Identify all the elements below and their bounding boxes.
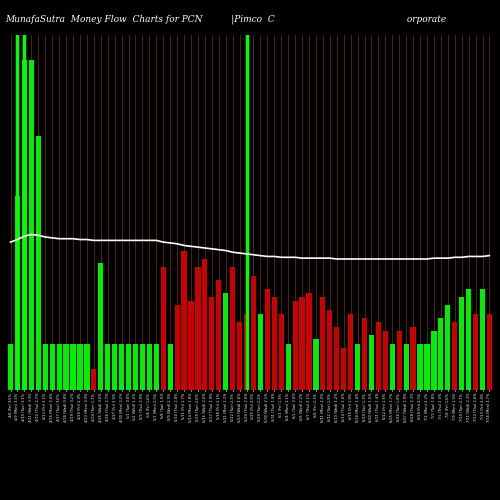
Bar xyxy=(438,318,444,390)
Bar xyxy=(292,301,298,390)
Bar xyxy=(237,322,242,390)
Bar xyxy=(36,136,41,390)
Bar xyxy=(78,344,82,390)
Bar xyxy=(258,314,263,390)
Bar xyxy=(22,60,27,390)
Bar xyxy=(264,288,270,390)
Bar xyxy=(154,344,159,390)
Bar xyxy=(15,196,20,390)
Bar xyxy=(341,348,346,390)
Bar xyxy=(182,250,186,390)
Bar xyxy=(272,297,277,390)
Bar xyxy=(202,259,207,390)
Text: MunafaSutra  Money Flow  Charts for PCN          |Pimco  C                      : MunafaSutra Money Flow Charts for PCN |P… xyxy=(5,15,446,24)
Bar xyxy=(410,326,416,390)
Bar xyxy=(133,344,138,390)
Bar xyxy=(119,344,124,390)
Bar xyxy=(251,276,256,390)
Bar xyxy=(64,344,68,390)
Bar xyxy=(230,268,235,390)
Bar xyxy=(8,344,13,390)
Bar xyxy=(286,344,291,390)
Bar xyxy=(306,293,312,390)
Bar xyxy=(70,344,76,390)
Bar xyxy=(466,288,471,390)
Bar xyxy=(348,314,353,390)
Bar xyxy=(147,344,152,390)
Bar xyxy=(452,322,458,390)
Bar xyxy=(334,326,340,390)
Bar xyxy=(327,310,332,390)
Bar xyxy=(112,344,117,390)
Bar xyxy=(404,344,409,390)
Bar xyxy=(278,314,284,390)
Bar xyxy=(126,344,131,390)
Bar xyxy=(188,301,194,390)
Bar xyxy=(168,344,173,390)
Bar xyxy=(396,331,402,390)
Bar xyxy=(216,280,222,390)
Bar xyxy=(376,322,381,390)
Bar xyxy=(140,344,145,390)
Bar xyxy=(487,314,492,390)
Bar xyxy=(56,344,62,390)
Bar xyxy=(160,268,166,390)
Bar xyxy=(362,318,367,390)
Bar xyxy=(382,331,388,390)
Bar xyxy=(29,60,34,390)
Bar xyxy=(84,344,89,390)
Bar xyxy=(50,344,55,390)
Bar xyxy=(91,369,96,390)
Bar xyxy=(355,344,360,390)
Bar xyxy=(473,314,478,390)
Bar xyxy=(174,306,180,390)
Bar xyxy=(244,314,249,390)
Bar xyxy=(424,344,430,390)
Bar xyxy=(196,268,200,390)
Bar xyxy=(223,293,228,390)
Bar xyxy=(98,263,103,390)
Bar xyxy=(300,297,304,390)
Bar xyxy=(105,344,110,390)
Bar xyxy=(320,297,326,390)
Bar xyxy=(480,288,485,390)
Bar xyxy=(445,306,450,390)
Bar xyxy=(459,297,464,390)
Bar xyxy=(42,344,48,390)
Bar xyxy=(418,344,422,390)
Bar xyxy=(314,340,318,390)
Bar xyxy=(369,335,374,390)
Bar xyxy=(432,331,436,390)
Bar xyxy=(390,344,395,390)
Bar xyxy=(209,297,214,390)
